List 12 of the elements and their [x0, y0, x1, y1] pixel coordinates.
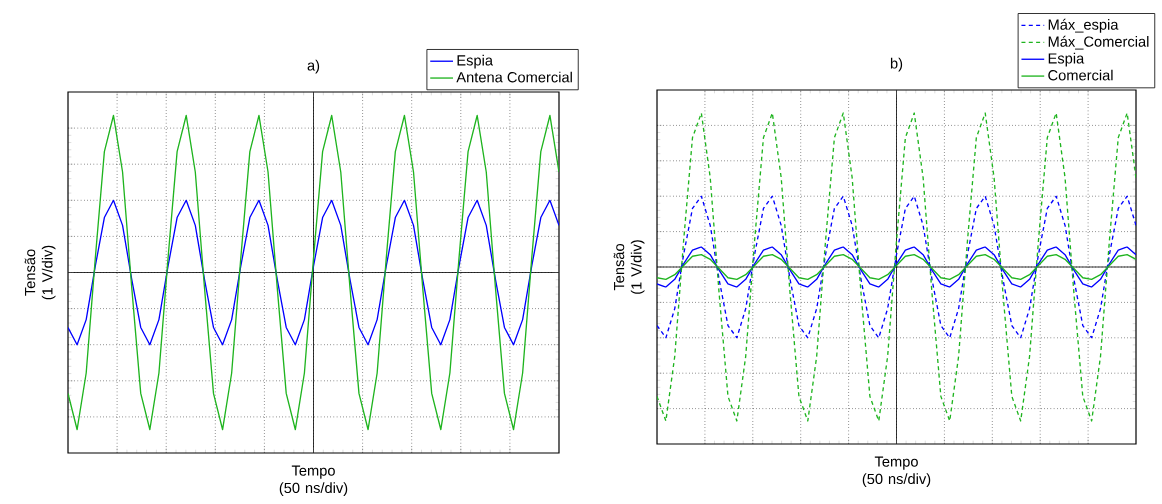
legend-label: Espia	[457, 54, 494, 69]
x-axis-title: Tempo (50 ns/div)	[862, 456, 931, 487]
legend-label: Espia	[1048, 52, 1085, 67]
chart-title: a)	[307, 59, 320, 74]
legend-label: Comercial	[1048, 69, 1113, 81]
legend-label: Máx_Comercial	[1048, 35, 1149, 50]
chart-title: b)	[890, 57, 903, 72]
legend-label: Antena Comercial	[456, 71, 572, 83]
legend-label: Máx_espia	[1048, 18, 1119, 33]
x-axis-title: Tempo (50 ns/div)	[279, 465, 348, 496]
y-axis-title: Tensão (1 V/div)	[24, 245, 56, 300]
y-axis-title: Tensão (1 V/div)	[613, 240, 645, 294]
